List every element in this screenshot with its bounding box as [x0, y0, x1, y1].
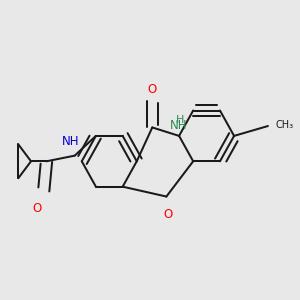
Text: NH: NH	[170, 119, 187, 132]
Text: O: O	[148, 82, 157, 96]
Text: O: O	[163, 208, 172, 221]
Text: O: O	[33, 202, 42, 214]
Text: H: H	[176, 115, 185, 125]
Text: NH: NH	[62, 135, 79, 148]
Text: CH₃: CH₃	[276, 120, 294, 130]
